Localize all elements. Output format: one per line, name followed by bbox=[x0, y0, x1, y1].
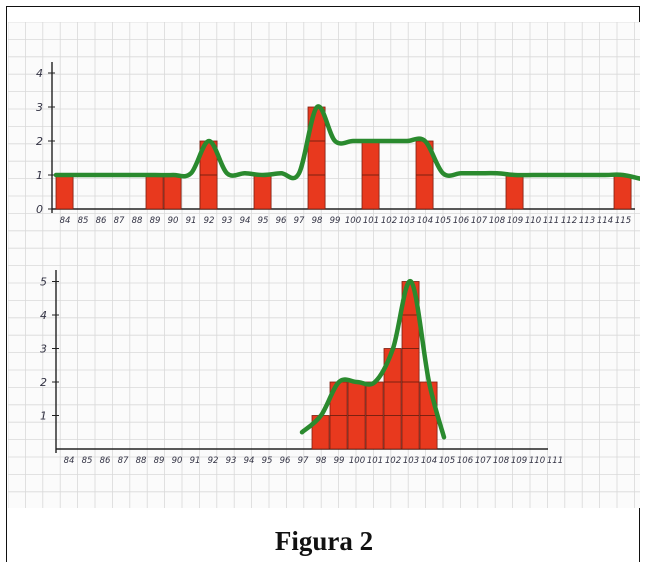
y-tick-label: 3 bbox=[36, 101, 43, 114]
x-tick-label: 93 bbox=[226, 456, 237, 466]
x-tick-label: 87 bbox=[114, 216, 125, 226]
x-tick-label: 87 bbox=[118, 456, 129, 466]
x-tick-label: 103 bbox=[403, 456, 419, 466]
bar-rect bbox=[614, 175, 631, 209]
x-tick-label: 102 bbox=[381, 216, 397, 226]
y-tick-label: 2 bbox=[40, 376, 47, 389]
x-tick-label: 108 bbox=[493, 456, 510, 466]
x-tick-label: 88 bbox=[136, 456, 147, 466]
x-tick-label: 91 bbox=[190, 456, 201, 466]
x-tick-label: 101 bbox=[363, 216, 379, 226]
bar-rect bbox=[164, 175, 181, 209]
x-tick-label: 105 bbox=[439, 456, 455, 466]
bar bbox=[348, 382, 365, 449]
x-tick-label: 101 bbox=[367, 456, 383, 466]
y-tick-label: 0 bbox=[36, 203, 43, 216]
x-tick-label: 89 bbox=[150, 216, 161, 226]
y-tick-label: 2 bbox=[36, 135, 43, 148]
x-tick-label: 100 bbox=[345, 216, 361, 226]
x-tick-label: 97 bbox=[294, 216, 305, 226]
x-tick-label: 102 bbox=[385, 456, 401, 466]
x-tick-label: 115 bbox=[615, 216, 631, 226]
x-tick-label: 85 bbox=[82, 456, 93, 466]
x-tick-label: 113 bbox=[579, 216, 595, 226]
x-tick-label: 111 bbox=[543, 216, 559, 226]
x-tick-label: 90 bbox=[172, 456, 183, 466]
x-tick-label: 114 bbox=[597, 216, 613, 226]
x-tick-label: 109 bbox=[507, 216, 523, 226]
x-tick-label: 97 bbox=[298, 456, 309, 466]
x-tick-label: 108 bbox=[489, 216, 506, 226]
x-tick-label: 110 bbox=[525, 216, 541, 226]
x-tick-label: 99 bbox=[334, 456, 345, 466]
x-tick-label: 92 bbox=[204, 216, 215, 226]
bar bbox=[164, 175, 181, 209]
x-tick-label: 94 bbox=[244, 456, 255, 466]
figure-svg: 0 1 2 3 4 84 85 86 87 88 89 90 91 92 93 94 95 96 97 98 99 100… bbox=[8, 22, 640, 508]
x-tick-label: 86 bbox=[96, 216, 107, 226]
x-tick-label: 92 bbox=[208, 456, 219, 466]
x-tick-label: 104 bbox=[417, 216, 433, 226]
x-tick-label: 109 bbox=[511, 456, 527, 466]
x-tick-label: 107 bbox=[475, 456, 492, 466]
bar bbox=[362, 141, 379, 209]
x-tick-label: 100 bbox=[349, 456, 365, 466]
bar bbox=[420, 382, 437, 449]
bar bbox=[506, 175, 523, 209]
figure-caption: Figura 2 bbox=[0, 526, 648, 557]
bar bbox=[254, 175, 271, 209]
bar bbox=[614, 175, 631, 209]
x-tick-label: 98 bbox=[312, 216, 323, 226]
x-tick-label: 84 bbox=[60, 216, 71, 226]
x-tick-label: 94 bbox=[240, 216, 251, 226]
y-tick-label: 3 bbox=[40, 343, 47, 356]
y-tick-label: 4 bbox=[40, 309, 47, 322]
x-tick-label: 99 bbox=[330, 216, 341, 226]
x-tick-label: 112 bbox=[561, 216, 577, 226]
bar-rect bbox=[56, 175, 73, 209]
bar bbox=[366, 382, 383, 449]
x-tick-label: 93 bbox=[222, 216, 233, 226]
y-tick-label: 4 bbox=[36, 67, 43, 80]
envelope-curve bbox=[56, 106, 640, 180]
x-tick-label: 95 bbox=[258, 216, 269, 226]
x-tick-label: 85 bbox=[78, 216, 89, 226]
x-tick-label: 104 bbox=[421, 456, 437, 466]
x-tick-label: 86 bbox=[100, 456, 111, 466]
chart-panel-2: 1 2 3 4 5 84 85 86 87 88 89 90 91 92 93 94 95 96 97 98 99 100… bbox=[40, 270, 563, 466]
x-tick-label: 110 bbox=[529, 456, 545, 466]
bar bbox=[146, 175, 163, 209]
bar bbox=[56, 175, 73, 209]
x-tick-label: 106 bbox=[457, 456, 474, 466]
x-tick-label: 89 bbox=[154, 456, 165, 466]
x-tick-label: 88 bbox=[132, 216, 143, 226]
x-tick-label: 105 bbox=[435, 216, 451, 226]
x-tick-label: 95 bbox=[262, 456, 273, 466]
bar-rect bbox=[254, 175, 271, 209]
x-tick-label: 98 bbox=[316, 456, 327, 466]
figure-area: 0 1 2 3 4 84 85 86 87 88 89 90 91 92 93 94 95 96 97 98 99 100… bbox=[8, 22, 640, 508]
bar-rect bbox=[146, 175, 163, 209]
x-tick-label: 111 bbox=[547, 456, 563, 466]
y-tick-label: 1 bbox=[36, 169, 43, 182]
y-tick-label: 1 bbox=[40, 410, 47, 423]
x-tick-label: 106 bbox=[453, 216, 470, 226]
y-tick-label: 5 bbox=[40, 276, 47, 289]
x-tick-label: 91 bbox=[186, 216, 197, 226]
x-tick-label: 96 bbox=[276, 216, 287, 226]
bar-rect bbox=[506, 175, 523, 209]
x-tick-label: 84 bbox=[64, 456, 75, 466]
x-tick-label: 96 bbox=[280, 456, 291, 466]
x-tick-label: 107 bbox=[471, 216, 488, 226]
x-tick-label: 103 bbox=[399, 216, 415, 226]
x-tick-label: 90 bbox=[168, 216, 179, 226]
